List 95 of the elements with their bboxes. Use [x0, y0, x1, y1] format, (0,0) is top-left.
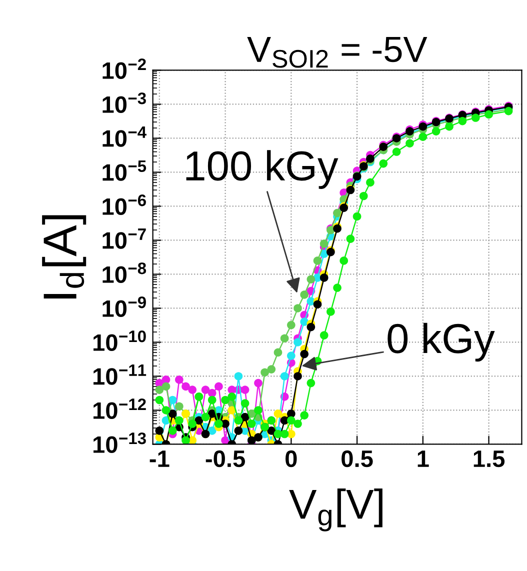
- x-tick-label: -0.5: [206, 450, 245, 468]
- x-tick-label: 0: [286, 450, 297, 468]
- point: [432, 127, 440, 136]
- point: [214, 382, 223, 391]
- y-axis-title: I$_{d}$[A]: [42, 215, 86, 298]
- point: [418, 132, 428, 141]
- point: [201, 386, 210, 394]
- point: [175, 416, 184, 425]
- point: [214, 420, 223, 428]
- point: [155, 426, 164, 435]
- point: [333, 284, 342, 292]
- point: [234, 372, 243, 380]
- x-axis-title: V$_{g}$[V]: [289, 488, 382, 532]
- y-tick-label: 10$^{−7}$: [102, 228, 146, 249]
- point: [274, 410, 282, 418]
- point: [294, 304, 302, 312]
- point: [340, 256, 348, 265]
- point: [208, 388, 216, 398]
- point: [471, 114, 480, 122]
- point: [294, 372, 302, 380]
- point: [175, 376, 184, 384]
- y-tick-label: 10$^{−4}$: [102, 126, 146, 147]
- point: [182, 436, 190, 444]
- point: [300, 290, 309, 299]
- point: [188, 420, 197, 428]
- point: [352, 212, 362, 221]
- point: [168, 426, 177, 435]
- point: [294, 338, 302, 346]
- point: [234, 416, 243, 425]
- point: [287, 416, 296, 425]
- point: [406, 139, 414, 148]
- point: [445, 122, 454, 131]
- y-tick-label: 10$^{−9}$: [102, 296, 146, 317]
- point: [155, 396, 164, 404]
- y-tick-label: 10$^{−3}$: [102, 92, 146, 113]
- point: [300, 318, 309, 326]
- point: [392, 148, 401, 156]
- point: [320, 240, 328, 248]
- y-tick-label: 10$^{−12}$: [94, 398, 146, 419]
- point: [280, 372, 289, 380]
- point: [254, 406, 262, 414]
- annotation: 0 kGy: [388, 322, 495, 362]
- point: [280, 430, 289, 438]
- y-tick-label: 10$^{−11}$: [94, 364, 146, 385]
- point: [221, 396, 230, 404]
- point: [320, 331, 328, 340]
- point: [240, 399, 250, 408]
- point: [280, 334, 289, 343]
- point: [313, 300, 322, 309]
- point: [228, 392, 236, 401]
- point: [247, 420, 256, 428]
- y-tick-label: 10$^{−10}$: [94, 330, 146, 351]
- point: [379, 159, 388, 168]
- x-tick-label: 1: [418, 450, 429, 467]
- point: [366, 178, 374, 187]
- point: [294, 420, 302, 428]
- point: [240, 386, 250, 394]
- point: [267, 365, 276, 374]
- annotation: 100 kGy: [186, 150, 338, 189]
- point: [300, 350, 309, 358]
- x-tick-label: 0.5: [342, 450, 373, 468]
- point: [188, 386, 197, 394]
- y-tick-label: 10$^{−6}$: [102, 194, 146, 215]
- point: [208, 426, 216, 435]
- x-tick-label: -1: [150, 450, 170, 467]
- point: [346, 234, 355, 243]
- point: [155, 386, 164, 394]
- chart-title: V$_{SOI2}$ = -5V: [247, 36, 428, 68]
- point: [287, 352, 296, 360]
- x-tick-label: 1.5: [474, 450, 505, 468]
- point: [168, 410, 177, 418]
- point: [254, 378, 262, 388]
- point: [320, 274, 328, 282]
- y-tick-label: 10$^{−2}$: [102, 58, 146, 79]
- point: [182, 382, 190, 391]
- point: [208, 396, 216, 404]
- y-tick-label: 10$^{−5}$: [102, 160, 146, 181]
- point: [458, 116, 467, 126]
- point: [162, 382, 170, 391]
- point: [313, 256, 322, 265]
- point: [359, 192, 368, 200]
- point: [306, 322, 316, 332]
- y-tick-label: 10$^{−13}$: [94, 432, 146, 453]
- point: [175, 402, 184, 411]
- point: [162, 406, 170, 414]
- point: [300, 411, 309, 420]
- point: [260, 368, 269, 377]
- point: [240, 412, 250, 422]
- y-tick-label: 10$^{−8}$: [102, 262, 146, 283]
- point: [326, 308, 335, 316]
- point: [306, 378, 316, 388]
- point: [287, 320, 296, 330]
- point: [274, 348, 282, 357]
- point: [194, 416, 204, 425]
- point: [306, 275, 316, 284]
